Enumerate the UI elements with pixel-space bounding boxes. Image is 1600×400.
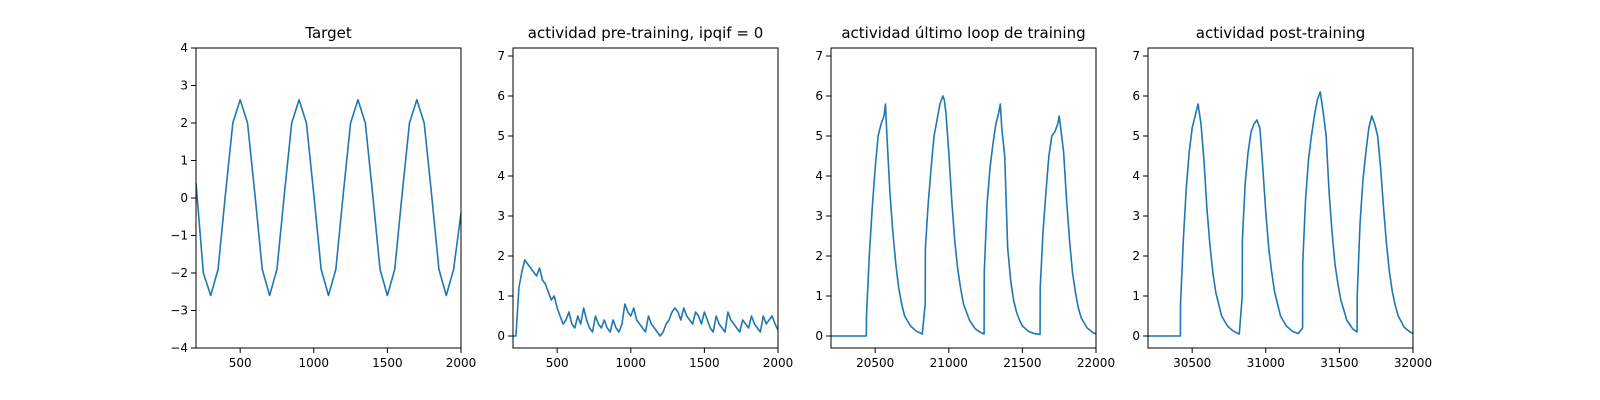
subplot-title: actividad pre-training, ipqif = 0 [528,24,764,42]
y-tick-label: 2 [815,249,823,263]
y-tick-label: 5 [497,129,505,143]
y-tick-label: 3 [497,209,505,223]
axes-frame [195,47,462,349]
y-tick-label: 0 [1132,329,1140,343]
subplot-title: Target [304,24,352,42]
y-tick-label: 6 [815,89,823,103]
subplot-2: 500 1000 1500 2000 0 1 2 3 4 5 6 7 actividad pre-tra… [497,24,793,370]
y-tick-label: 2 [180,116,188,130]
y-tick-label: −1 [170,229,188,243]
axes-frame [1147,47,1414,349]
y-tick-label: 6 [497,89,505,103]
x-tick-label: 21000 [930,356,968,370]
y-tick-label: 1 [497,289,505,303]
y-tick-label: 4 [497,169,505,183]
y-tick-label: 1 [815,289,823,303]
y-tick-label: 4 [815,169,823,183]
y-tick-label: 0 [180,191,188,205]
y-tick-label: 2 [497,249,505,263]
series-line-4-1 [1148,91,1413,337]
x-tick-label: 500 [229,356,252,370]
y-tick-label: 0 [497,329,505,343]
x-tick-label: 30500 [1173,356,1211,370]
x-tick-label: 1000 [616,356,647,370]
x-tick-label: 31500 [1320,356,1358,370]
subplot-3: 20500 21000 21500 22000 0 1 2 3 4 5 6 7 actividad úl… [815,24,1115,370]
subplot-4: 30500 31000 31500 32000 0 1 2 3 4 5 6 7 actividad po… [1132,24,1432,370]
y-tick-label: 7 [497,49,505,63]
y-tick-label: 4 [180,41,188,55]
subplot-title: actividad post-training [1196,24,1365,42]
y-tick-label: 3 [180,79,188,93]
axes-frame [830,47,1097,349]
x-tick-label: 21500 [1003,356,1041,370]
x-tick-label: 1000 [299,356,330,370]
x-tick-label: 500 [546,356,569,370]
x-tick-label: 1500 [689,356,720,370]
y-tick-label: 2 [1132,249,1140,263]
y-tick-label: 5 [815,129,823,143]
y-tick-label: 1 [180,154,188,168]
x-tick-label: 31000 [1247,356,1285,370]
x-tick-label: 2000 [763,356,794,370]
y-tick-label: 1 [1132,289,1140,303]
y-tick-label: 7 [1132,49,1140,63]
y-tick-label: 3 [1132,209,1140,223]
series-line-3-1 [831,95,1096,337]
subplot-1: 500 1000 1500 2000 −4 −3 −2 −1 0 1 2 3 4 Target [170,24,476,370]
y-tick-label: 3 [815,209,823,223]
y-tick-label: 5 [1132,129,1140,143]
x-tick-label: 2000 [446,356,477,370]
y-tick-label: −2 [170,266,188,280]
y-tick-label: −3 [170,304,188,318]
series-line-2-1 [513,259,778,337]
x-tick-label: 22000 [1077,356,1115,370]
y-tick-label: 4 [1132,169,1140,183]
subplot-title: actividad último loop de training [841,24,1085,42]
y-tick-label: 6 [1132,89,1140,103]
y-tick-label: −4 [170,341,188,355]
y-tick-label: 0 [815,329,823,343]
x-tick-label: 20500 [856,356,894,370]
y-tick-label: 7 [815,49,823,63]
series-line-1-1 [196,98,461,297]
x-tick-label: 1500 [372,356,403,370]
axes-frame [512,47,779,349]
x-tick-label: 32000 [1394,356,1432,370]
